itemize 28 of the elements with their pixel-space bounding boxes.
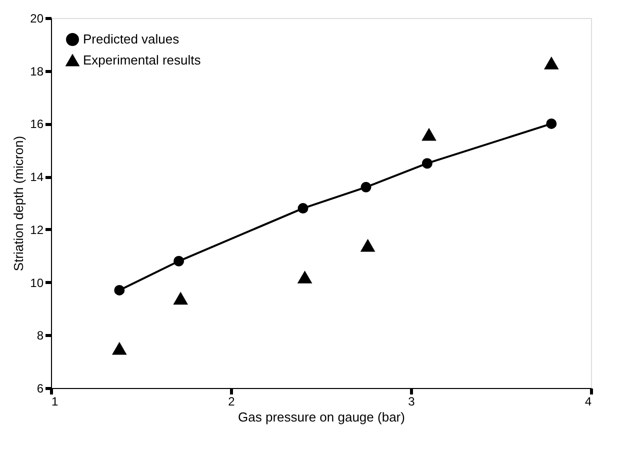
point (422, 158, 432, 169)
point (544, 56, 559, 70)
x-tick-label: 3 (408, 394, 416, 408)
y-tick-label: 6 (36, 382, 44, 396)
x-tick-label: 4 (584, 394, 592, 408)
y-axis-title: Striation depth (micron) (11, 136, 26, 272)
point (546, 118, 557, 129)
point (297, 270, 312, 284)
y-tick-label: 14 (30, 170, 44, 184)
point (360, 182, 372, 192)
x-tick-label: 2 (228, 394, 236, 408)
y-tick-label: 8 (36, 328, 44, 343)
point (360, 238, 376, 252)
legend-label: Predicted values (83, 32, 180, 46)
legend-label: Experimental results (83, 52, 202, 68)
y-tick-label: 12 (30, 222, 44, 237)
point (114, 284, 125, 296)
y-tick-label: 10 (30, 276, 44, 290)
x-axis-title: Gas pressure on gauge (bar) (238, 410, 405, 424)
point (173, 292, 188, 305)
point (112, 342, 127, 355)
point (174, 256, 184, 266)
x-tick-label: 1 (52, 394, 58, 408)
y-tick-label: 18 (30, 64, 44, 78)
point (298, 203, 308, 214)
y-tick-label: 16 (30, 117, 44, 132)
y-tick-label: 20 (30, 12, 44, 26)
point (422, 128, 436, 141)
